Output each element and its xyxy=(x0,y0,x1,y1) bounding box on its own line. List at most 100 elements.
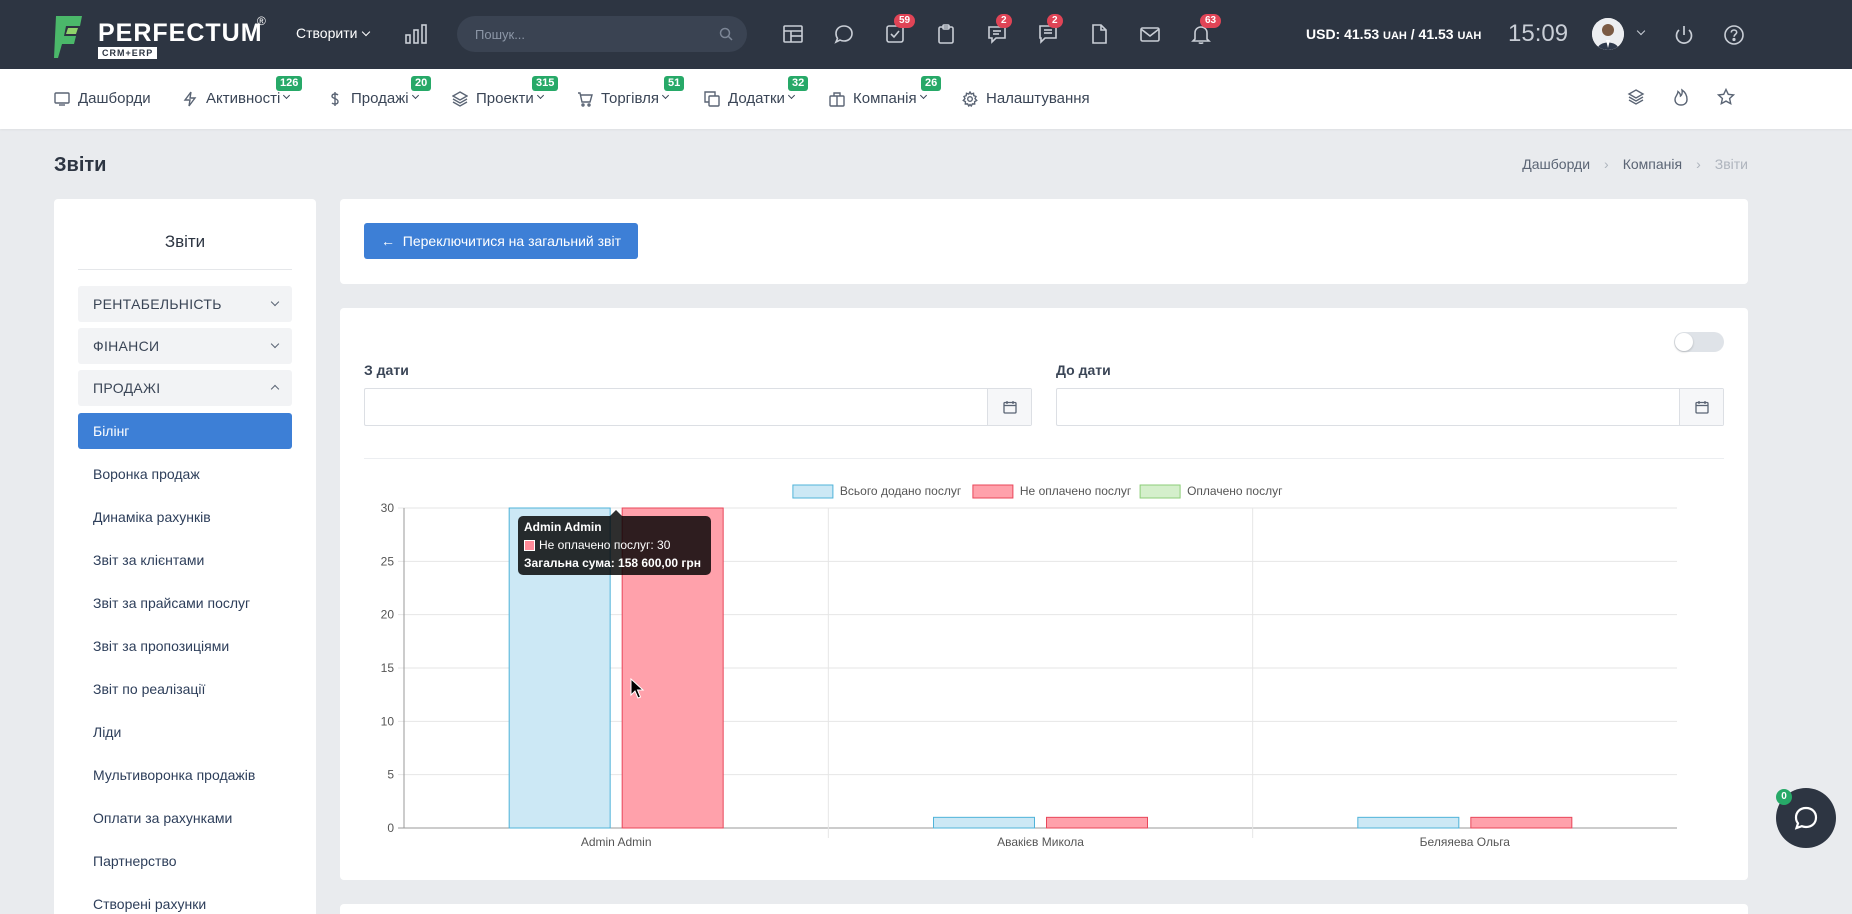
mail-icon[interactable] xyxy=(1139,23,1161,45)
divider xyxy=(364,458,1724,459)
avatar[interactable] xyxy=(1592,18,1624,50)
sidebar-item-realization-report[interactable]: Звіт по реалізації xyxy=(93,681,206,697)
nav-item-projects[interactable]: Проекти 315 xyxy=(452,76,559,107)
switch-general-report-button[interactable]: ← Переключитися на загальний звіт xyxy=(364,223,638,259)
chat-badge: 0 xyxy=(1776,789,1792,805)
chevron-down-icon[interactable] xyxy=(1636,26,1646,36)
tooltip-footer: Загальна сума: 158 600,00 грн xyxy=(524,556,701,570)
logo-mark-icon xyxy=(54,16,82,58)
mouse-cursor-icon xyxy=(630,678,645,699)
currency-rate: USD: 41.53 UAH / 41.53 UAH xyxy=(1306,26,1481,42)
nav-label: Налаштування xyxy=(986,90,1090,107)
sidebar-item-price-report[interactable]: Звіт за прайсами послуг xyxy=(93,595,251,611)
logo-subtitle: CRM+ERP xyxy=(98,47,158,59)
sidebar-item-proposals-report[interactable]: Звіт за пропозиціями xyxy=(93,638,230,654)
comments-badge: 2 xyxy=(1047,14,1063,28)
sidebar-item-created-invoices[interactable]: Створені рахунки xyxy=(93,896,207,912)
reports-sidebar: Звіти РЕНТАБЕЛЬНІСТЬ ФІНАНСИ ПРОДАЖІ Біл… xyxy=(54,199,316,914)
gear-icon xyxy=(962,90,978,107)
nav-label: Продажі xyxy=(351,90,409,107)
from-date-label: З дати xyxy=(364,362,409,378)
help-icon[interactable] xyxy=(1723,24,1745,46)
nav-item-settings[interactable]: Налаштування xyxy=(962,90,1090,107)
sidebar-item-invoice-dynamics[interactable]: Динаміка рахунків xyxy=(93,509,211,525)
chevron-down-icon xyxy=(787,91,795,100)
calendar-icon xyxy=(1694,401,1709,414)
top-bar: PERFECTUM ® CRM+ERP Створити 59 2 2 xyxy=(0,0,1852,69)
sidebar-item-multifunnel[interactable]: Мультиворонка продажів xyxy=(93,767,256,783)
logo-registered-mark: ® xyxy=(257,14,266,28)
nav-item-activities[interactable]: Активності 126 xyxy=(182,76,303,107)
breadcrumb: Дашборди › Компанія › Звіти xyxy=(1522,156,1748,172)
search-box xyxy=(457,16,747,52)
breadcrumb-link-dashboards[interactable]: Дашборди xyxy=(1522,156,1591,172)
sidebar-item-leads[interactable]: Ліди xyxy=(93,724,122,740)
calendar-button[interactable] xyxy=(987,389,1031,425)
breadcrumb-link-company[interactable]: Компанія xyxy=(1622,156,1683,172)
bell-icon[interactable]: 63 xyxy=(1190,14,1222,45)
nav-item-company[interactable]: Компанія 26 xyxy=(829,76,942,107)
calendar-button[interactable] xyxy=(1679,389,1723,425)
file-icon[interactable] xyxy=(1088,23,1110,45)
chart-tooltip: Admin Admin Не оплачено послуг: 30 Загал… xyxy=(518,510,711,575)
search-icon[interactable] xyxy=(719,27,733,41)
support-chat-badge: 2 xyxy=(996,14,1012,28)
bolt-icon xyxy=(183,91,197,106)
comments-icon[interactable]: 2 xyxy=(1037,14,1063,45)
sidebar-group-finance[interactable]: ФІНАНСИ xyxy=(78,328,292,364)
nav-item-dashboards[interactable]: Дашборди xyxy=(54,90,151,107)
chevron-down-icon xyxy=(661,91,670,100)
task-check-icon[interactable]: 59 xyxy=(884,14,916,45)
star-icon[interactable] xyxy=(1717,88,1735,106)
nav-label: Проекти xyxy=(476,90,534,107)
nav-label: Активності xyxy=(206,90,281,107)
logo-text: PERFECTUM xyxy=(98,19,263,47)
logo[interactable]: PERFECTUM ® CRM+ERP xyxy=(54,14,274,60)
sidebar-item-clients-report[interactable]: Звіт за клієнтами xyxy=(93,552,205,568)
sidebar-group-sales[interactable]: ПРОДАЖІ xyxy=(78,370,292,406)
chevron-up-icon xyxy=(270,384,280,394)
dollar-icon xyxy=(331,91,339,106)
create-label: Створити xyxy=(296,25,358,41)
switch-button-label: Переключитися на загальний звіт xyxy=(402,233,621,249)
report-card: З дати До дати xyxy=(340,308,1748,880)
sidebar-title: Звіти xyxy=(164,232,206,251)
sidebar-item-billing[interactable]: Білінг xyxy=(78,413,292,449)
clipboard-icon[interactable] xyxy=(935,23,957,45)
currency-second-value: / 41.53 xyxy=(1406,26,1454,42)
switch-card: ← Переключитися на загальний звіт xyxy=(340,199,1748,284)
sidebar-group-profitability[interactable]: РЕНТАБЕЛЬНІСТЬ xyxy=(78,286,292,322)
calendar-icon xyxy=(1002,401,1017,414)
table-icon[interactable] xyxy=(782,23,804,45)
power-icon[interactable] xyxy=(1673,24,1695,46)
sidebar-item-invoice-payments[interactable]: Оплати за рахунками xyxy=(93,810,233,826)
from-date-field xyxy=(364,388,1032,426)
tooltip-swatch xyxy=(524,539,535,551)
arrow-left-icon: ← xyxy=(381,233,396,249)
from-date-input[interactable] xyxy=(373,397,906,417)
create-dropdown[interactable]: Створити xyxy=(296,25,371,41)
chevron-down-icon xyxy=(919,91,927,100)
toggle-switch[interactable] xyxy=(1674,332,1724,352)
search-input[interactable] xyxy=(475,24,705,44)
tooltip-title: Admin Admin xyxy=(524,520,602,534)
currency-unit: UAH xyxy=(1383,30,1407,42)
divider xyxy=(78,269,292,270)
nav-item-addons[interactable]: Додатки 32 xyxy=(704,76,809,107)
currency-unit: UAH xyxy=(1457,30,1482,42)
nav-item-trade[interactable]: Торгівля 51 xyxy=(577,76,685,107)
layers-icon[interactable] xyxy=(1627,88,1645,106)
chevron-down-icon xyxy=(362,27,371,37)
currency-usd-value: USD: 41.53 xyxy=(1306,26,1380,42)
chat-bubble-icon[interactable] xyxy=(833,23,855,45)
to-date-input[interactable] xyxy=(1065,397,1598,417)
nav-item-sales[interactable]: Продажі 20 xyxy=(327,76,432,107)
sidebar-item-partnership[interactable]: Партнерство xyxy=(93,853,177,869)
chat-icon xyxy=(1794,806,1818,830)
sidebar-item-sales-funnel[interactable]: Воронка продаж xyxy=(93,466,200,482)
bar-chart-icon[interactable] xyxy=(405,24,427,44)
main-nav: Дашборди Активності 126 Продажі 20 Проек… xyxy=(0,69,1852,129)
fire-icon[interactable] xyxy=(1672,88,1690,106)
nav-badge: 20 xyxy=(411,76,432,91)
support-chat-icon[interactable]: 2 xyxy=(986,14,1012,45)
